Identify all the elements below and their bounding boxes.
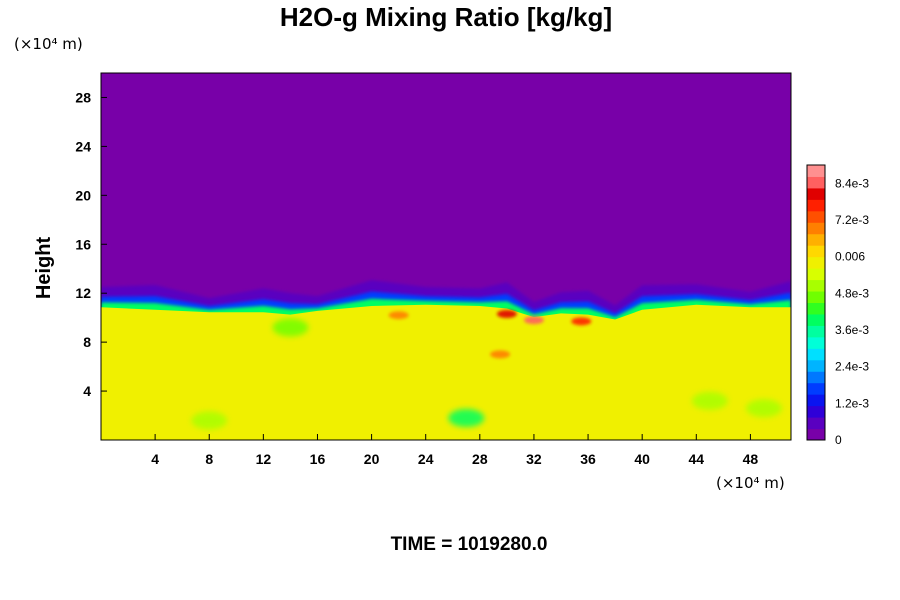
colorbar: [806, 164, 826, 441]
colorbar-tick-label: 1.2e-3: [835, 396, 869, 410]
colorbar-swatch: [807, 233, 825, 246]
x-tick-label: 28: [472, 451, 488, 467]
x-axis-ticks: 4 8 12 16 20 24 28 32 36 40 44 48: [151, 434, 758, 467]
x-axis-unit: (×10⁴ m): [716, 474, 785, 492]
colorbar-tick-label: 7.2e-3: [835, 213, 869, 227]
colorbar-swatch: [807, 382, 825, 395]
y-tick-label: 16: [75, 236, 91, 252]
y-tick-label: 28: [75, 89, 91, 105]
x-tick-label: 8: [205, 451, 213, 467]
x-tick-label: 48: [743, 451, 759, 467]
colorbar-swatch: [807, 222, 825, 235]
chart-title: H2O-g Mixing Ratio [kg/kg]: [280, 2, 612, 32]
moist-patch: [496, 309, 517, 318]
y-tick-label: 20: [75, 187, 91, 203]
colorbar-tick-label: 0: [835, 433, 842, 447]
plot-frame: [100, 72, 792, 441]
colorbar-swatch: [807, 394, 825, 407]
plot-area: [101, 73, 791, 440]
colorbar-swatch: [807, 199, 825, 212]
field-patches: [191, 309, 782, 430]
moist-patch: [571, 317, 592, 326]
colorbar-swatch: [807, 291, 825, 303]
colorbar-swatch: [807, 336, 825, 349]
x-tick-label: 12: [256, 451, 272, 467]
colorbar-swatch: [807, 348, 825, 361]
y-axis-ticks: 4 8 12 16 20 24 28: [75, 89, 107, 399]
colorbar-swatch: [807, 417, 825, 430]
colorbar-swatch: [807, 302, 825, 315]
colorbar-tick-label: 8.4e-3: [835, 176, 869, 190]
colorbar-swatch: [807, 165, 825, 177]
x-tick-label: 32: [526, 451, 542, 467]
x-tick-label: 36: [580, 451, 596, 467]
y-tick-label: 12: [75, 285, 91, 301]
moist-patch: [523, 316, 544, 325]
colorbar-swatch: [807, 325, 825, 338]
moist-patch: [388, 311, 409, 320]
y-tick-label: 4: [83, 383, 91, 399]
x-tick-label: 20: [364, 451, 380, 467]
x-tick-label: 24: [418, 451, 434, 467]
colorbar-swatch: [807, 176, 825, 189]
dry-patch: [191, 411, 228, 430]
dry-patch: [448, 408, 485, 427]
time-label: TIME = 1019280.0: [391, 534, 548, 555]
x-tick-label: 4: [151, 451, 159, 467]
colorbar-swatch: [807, 268, 825, 281]
colorbar-tick-label: 4.8e-3: [835, 286, 869, 300]
dry-patch: [691, 391, 728, 410]
colorbar-ticks: 0 1.2e-3 2.4e-3 3.6e-3 4.8e-3 0.006 7.2e-3 8.4e…: [835, 176, 869, 447]
colorbar-swatch: [807, 371, 825, 384]
lower-field: [101, 304, 791, 440]
colorbar-swatch: [807, 359, 825, 372]
colorbar-tick-label: 2.4e-3: [835, 360, 869, 374]
colorbar-swatch: [807, 256, 825, 269]
moist-patch: [490, 350, 511, 359]
colorbar-tick-label: 0.006: [835, 250, 865, 264]
colorbar-swatch: [807, 428, 825, 441]
y-axis-unit: (×10⁴ m): [14, 35, 83, 53]
colorbar-swatch: [807, 279, 825, 292]
x-tick-label: 40: [634, 451, 650, 467]
dry-patch: [272, 318, 309, 337]
x-tick-label: 16: [310, 451, 326, 467]
colorbar-swatch: [807, 245, 825, 258]
colorbar-swatch: [807, 405, 825, 418]
colorbar-swatch: [807, 313, 825, 326]
x-tick-label: 44: [689, 451, 705, 467]
dry-patch: [745, 399, 782, 418]
colorbar-frame: [806, 164, 826, 441]
colorbar-tick-label: 3.6e-3: [835, 323, 869, 337]
y-tick-label: 8: [83, 334, 91, 350]
y-axis-label: Height: [33, 237, 55, 300]
colorbar-swatch: [807, 210, 825, 223]
colorbar-swatch: [807, 187, 825, 200]
y-tick-label: 24: [75, 138, 91, 154]
